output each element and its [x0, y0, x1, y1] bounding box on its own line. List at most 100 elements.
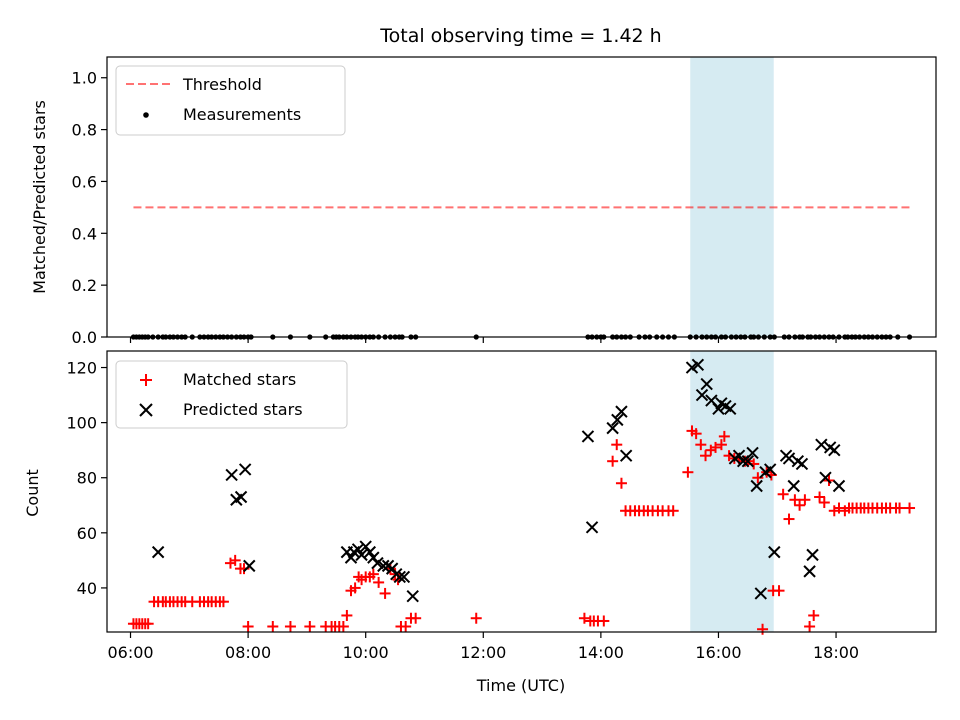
- predicted-star-point: [406, 589, 419, 603]
- predicted-stars-points: [151, 358, 846, 603]
- count-x-ticks: 06:00 08:00 10:00 12:00 14:00 16:00 18:00: [107, 632, 859, 662]
- matched-star-point: [894, 502, 906, 514]
- matched-star-point: [267, 620, 279, 632]
- predicted-star-point: [351, 543, 365, 556]
- matched-star-point: [710, 441, 722, 453]
- predicted-star-point: [700, 377, 713, 391]
- matched-star-point: [349, 582, 361, 594]
- y-tick-label: 0.0: [72, 328, 97, 347]
- x-tick-label: 12:00: [460, 643, 506, 662]
- y-tick-label: 100: [66, 414, 97, 433]
- matched-star-point: [700, 450, 712, 462]
- matched-star-point: [373, 576, 385, 588]
- ratio-x-ticks: [129, 337, 837, 343]
- legend-x-swatch: [139, 403, 153, 417]
- y-tick-label: 0.2: [72, 276, 97, 295]
- matched-star-point: [410, 612, 422, 624]
- x-axis-label: Time (UTC): [476, 676, 565, 695]
- matched-star-point: [804, 620, 816, 632]
- x-tick-label: 10:00: [343, 643, 389, 662]
- predicted-star-point: [803, 565, 816, 578]
- y-tick-label: 0.6: [72, 172, 97, 191]
- legend-matched-label: Matched stars: [183, 370, 296, 389]
- predicted-star-point: [750, 479, 763, 493]
- ratio-y-ticks: 0.0 0.2 0.4 0.6 0.8 1.0: [72, 69, 107, 347]
- matched-star-point: [789, 494, 801, 506]
- predicted-star-point: [695, 388, 709, 402]
- matched-star-point: [682, 466, 694, 478]
- matched-star-point: [367, 568, 379, 580]
- highlight-span: [690, 57, 774, 337]
- matched-star-point: [598, 615, 610, 627]
- legend-box: [115, 65, 346, 136]
- predicted-star-point: [828, 443, 841, 457]
- matched-star-point: [715, 439, 727, 451]
- y-tick-label: 0.4: [72, 224, 97, 243]
- matched-star-point: [470, 612, 482, 624]
- matched-star-point: [818, 497, 830, 509]
- matched-star-point: [773, 585, 785, 597]
- count-panel: 40 60 80 100 120 06:00 08:00 10:00 12:00 14:00 16…: [23, 350, 937, 695]
- matched-star-point: [667, 505, 679, 517]
- matched-star-point: [304, 620, 316, 632]
- predicted-star-point: [581, 430, 595, 443]
- count-legend: Matched stars Predicted stars: [115, 360, 348, 429]
- y-tick-label: 60: [77, 524, 97, 543]
- legend-plus-swatch: [140, 374, 152, 386]
- matched-star-point: [690, 428, 702, 440]
- count-axes-frame: [106, 350, 937, 633]
- matched-star-point: [578, 612, 590, 624]
- y-tick-label: 80: [77, 469, 97, 488]
- predicted-star-point: [377, 559, 390, 573]
- matched-stars-points: [127, 425, 916, 635]
- ratio-panel: 0.0 0.2 0.4 0.6 0.8 1.0 Matched/Predicted sta…: [30, 56, 937, 347]
- matched-star-point: [217, 596, 229, 608]
- matched-star-point: [794, 499, 806, 511]
- predicted-star-point: [724, 402, 737, 416]
- x-tick-label: 14:00: [578, 643, 624, 662]
- matched-star-point: [695, 439, 707, 451]
- ratio-y-axis-label: Matched/Predicted stars: [30, 100, 49, 294]
- legend-predicted-label: Predicted stars: [183, 400, 303, 419]
- predicted-star-point: [363, 545, 377, 559]
- y-tick-label: 0.8: [72, 121, 97, 140]
- matched-star-point: [142, 618, 154, 630]
- matched-star-point: [777, 488, 789, 500]
- predicted-star-point: [611, 413, 624, 427]
- y-tick-label: 1.0: [72, 69, 97, 88]
- legend-box: [115, 360, 348, 429]
- predicted-star-point: [619, 449, 633, 462]
- count-y-axis-label: Count: [23, 469, 42, 517]
- predicted-star-point: [151, 545, 165, 559]
- predicted-star-point: [238, 463, 252, 476]
- matched-star-point: [337, 620, 349, 632]
- predicted-star-point: [815, 438, 828, 451]
- y-tick-label: 40: [77, 579, 97, 598]
- predicted-star-point: [763, 463, 777, 476]
- matched-star-point: [833, 502, 845, 514]
- ratio-legend: Threshold Measurements: [115, 65, 346, 136]
- predicted-star-point: [795, 457, 809, 471]
- predicted-star-point: [806, 548, 819, 562]
- predicted-star-point: [768, 545, 781, 559]
- matched-star-point: [607, 455, 619, 467]
- predicted-star-point: [615, 405, 628, 418]
- x-tick-label: 18:00: [813, 643, 859, 662]
- count-y-ticks: 40 60 80 100 120: [66, 359, 107, 598]
- predicted-star-point: [355, 548, 368, 562]
- predicted-star-point: [397, 570, 411, 584]
- matched-star-point: [799, 494, 811, 506]
- predicted-star-point: [691, 358, 705, 371]
- predicted-star-point: [243, 559, 256, 573]
- matched-star-point: [757, 623, 769, 635]
- y-tick-label: 120: [66, 359, 97, 378]
- predicted-star-point: [606, 421, 619, 435]
- predicted-star-point: [741, 454, 755, 468]
- predicted-star-point: [787, 479, 800, 493]
- predicted-star-point: [746, 446, 759, 460]
- predicted-star-point: [585, 521, 599, 534]
- matched-star-point: [379, 587, 391, 599]
- measurement-points: [130, 334, 913, 340]
- matched-star-point: [611, 439, 623, 451]
